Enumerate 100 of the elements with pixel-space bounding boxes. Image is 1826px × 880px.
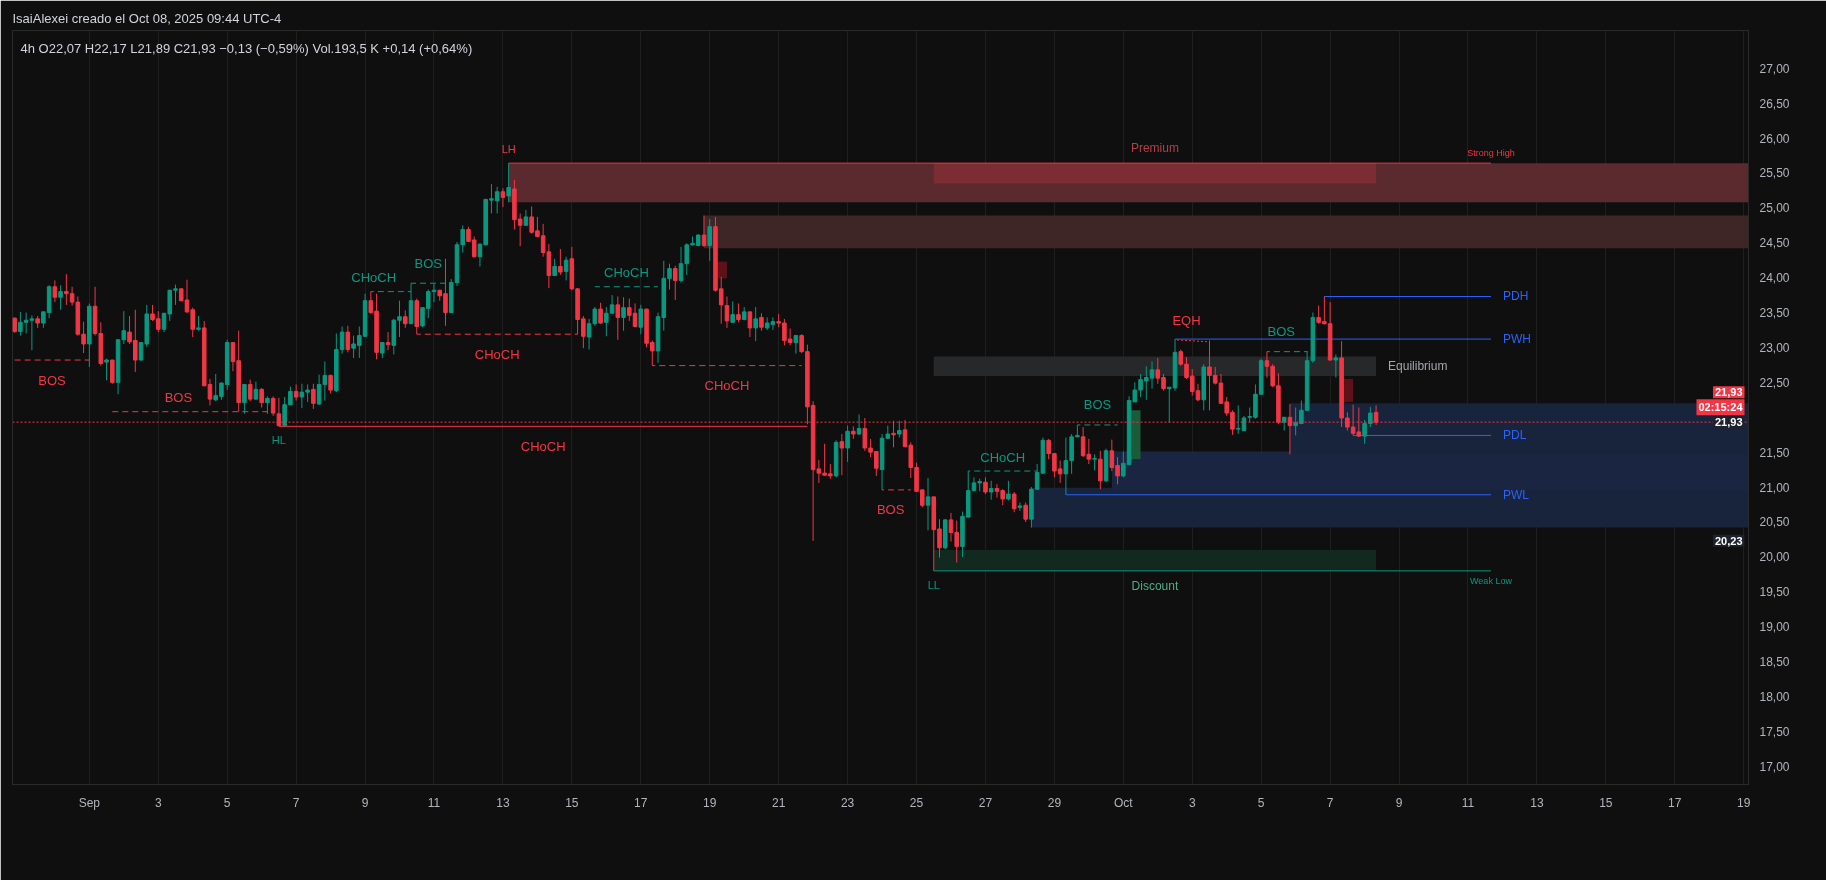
annotation: 20,23 [1714,534,1743,547]
candlestick [615,295,621,341]
x-tick-label: 9 [1395,795,1403,810]
y-tick-label: 25,00 [1759,201,1790,216]
series-label: PWL [1502,487,1530,502]
annotation: LH [501,143,516,156]
candlestick [253,381,259,401]
candlestick [701,215,707,248]
y-tick-label: 24,00 [1759,271,1790,286]
candlestick [724,295,730,329]
x-tick-label: 5 [1257,795,1265,810]
y-tick-label: 26,00 [1759,131,1790,146]
x-tick-label: 29 [1047,795,1062,810]
series-label: PDH [1502,289,1529,304]
x-tick-label: Oct [1113,795,1134,810]
candlestick [558,248,563,276]
y-tick-label: 19,50 [1759,585,1790,600]
annotation: LL [927,578,940,591]
x-tick-label: 21 [771,795,786,810]
y-tick-label: 19,00 [1759,620,1790,635]
candlestick [598,302,603,325]
x-tick-label: Sep [78,795,101,810]
x-tick-label: 15 [565,795,579,810]
candlestick [747,311,753,338]
candlestick [1023,501,1028,523]
candlestick [839,433,845,476]
x-tick-label: 7 [292,795,300,810]
candlestick [672,265,678,301]
candlestick [988,480,994,501]
y-tick-label: 27,00 [1759,61,1790,76]
x-tick-label: 19 [703,795,717,810]
x-tick-label: 17 [634,795,648,810]
candlestick [730,300,735,323]
series-label: BOS [876,502,905,518]
x-tick-label: 3 [154,795,162,810]
candlestick [500,187,506,208]
candlestick [259,387,264,408]
candlestick [563,256,569,281]
candlestick [1333,353,1339,378]
y-tick-label: 17,50 [1759,724,1790,739]
series-label: BOS [1267,324,1296,340]
x-tick-label: 17 [1668,795,1682,810]
candlestick [506,162,511,203]
chart-subtitle: IsaiAlexei creado el Oct 08, 2025 09:44 UTC-4 [12,10,282,26]
annotation: 02:15:24 [1698,401,1744,414]
y-tick-label: 21,00 [1759,480,1790,495]
x-tick-label: 13 [1530,795,1544,810]
candlestick [707,218,713,262]
y-tick-label: 24,50 [1759,236,1790,251]
candlestick [242,383,247,415]
candlestick [247,379,253,402]
x-tick-label: 23 [840,795,855,810]
series-label: CHoCH [604,265,649,281]
candlestick [621,296,626,332]
series-label: Strong High [1467,148,1515,159]
x-tick-label: 19 [1737,795,1751,810]
candlestick [925,477,931,531]
annotation: Equilibrium [1388,359,1448,374]
candlestick [856,413,862,436]
x-tick-label: 9 [361,795,369,810]
y-tick-label: 26,50 [1759,96,1790,111]
y-tick-label: 18,50 [1759,655,1790,670]
x-tick-label: 13 [496,795,510,810]
candlestick [736,302,741,323]
candlestick [58,284,63,311]
candlestick [638,304,644,335]
candlestick [345,325,351,353]
candlestick [1017,501,1023,512]
series-label: BOS [164,390,193,406]
annotation: HL [271,434,286,447]
y-tick-label: 22,50 [1759,375,1790,390]
text: 4h O22,07 H22,17 L21,89 C21,93 −0,13 (−0,59%) Vol.193,5 K +0,14 (+0,64%) [20,40,473,56]
x-tick-label: 7 [1326,795,1334,810]
candlestick [1011,491,1017,513]
y-tick-label: 23,50 [1759,306,1790,321]
annotation: 21,93 [1714,416,1743,429]
series-label: PWH [1502,332,1531,347]
candlestick [293,383,299,402]
x-tick-label: 5 [223,795,231,810]
annotation: Premium [1130,141,1179,156]
candlestick [845,425,850,463]
series-label: CHoCH [351,270,397,286]
ref-line-label: 21,93 [1714,386,1743,399]
y-tick-label: 25,50 [1759,166,1790,181]
x-tick-label: 25 [909,795,924,810]
y-tick-label: 18,00 [1759,690,1790,705]
y-tick-label: 20,50 [1759,515,1790,530]
candlestick [270,395,276,417]
series-label: BOS [1083,397,1112,413]
x-tick-label: 15 [1599,795,1613,810]
annotation: Discount [1131,578,1179,593]
candlestick [311,383,316,410]
y-tick-label: 21,50 [1759,445,1790,460]
x-tick-label: 11 [427,795,441,810]
candlestick [385,331,391,351]
candlestick [753,306,758,342]
y-tick-label: 23,00 [1759,340,1790,355]
x-tick-label: 27 [978,795,993,810]
series-label: EQH [1172,313,1201,329]
series-label: CHoCH [474,346,520,362]
